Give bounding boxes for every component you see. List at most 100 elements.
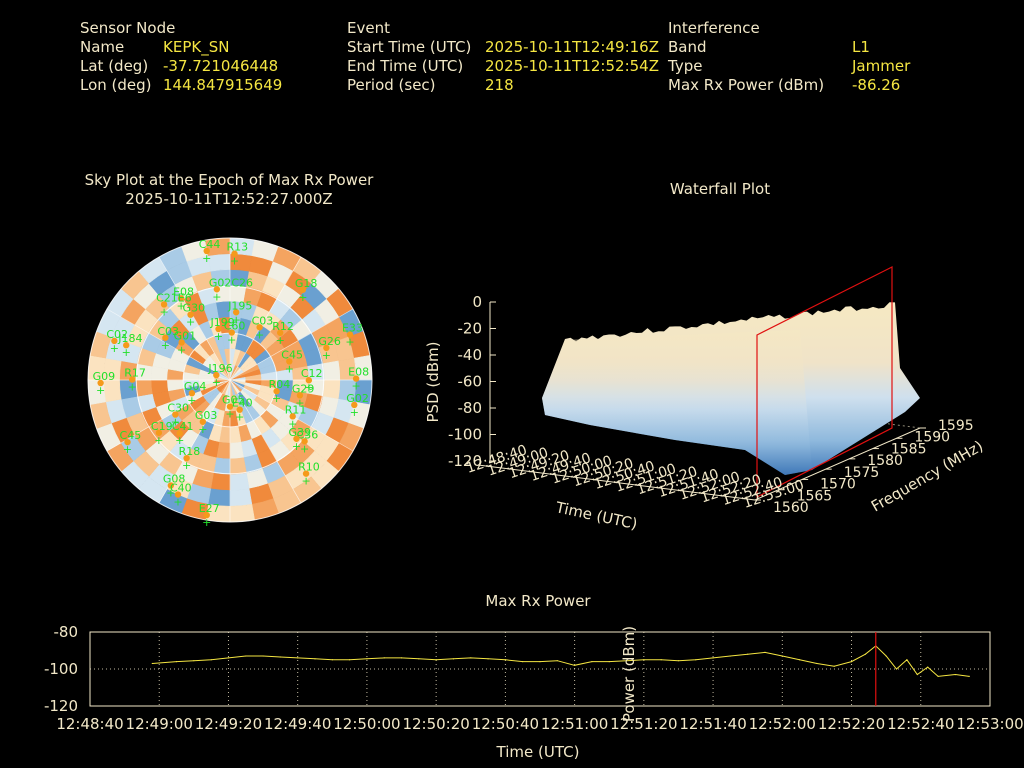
satellite-label: G02 xyxy=(346,392,369,405)
satellite-plus: + xyxy=(255,328,264,341)
event-title: Event xyxy=(347,19,390,37)
satellite-label: E08 xyxy=(348,366,369,379)
maxpower-x-tick-label: 12:51:40 xyxy=(679,715,746,733)
sensor-lon-value: 144.847915649 xyxy=(163,76,283,94)
maxpower-x-tick-label: 12:49:20 xyxy=(195,715,262,733)
satellite-label: G26 xyxy=(318,335,341,348)
maxpower-point xyxy=(643,659,645,661)
interference-type-label: Type xyxy=(668,57,703,75)
sensor-name-label: Name xyxy=(80,38,125,56)
maxpower-grid xyxy=(89,631,991,707)
satellite-plus: + xyxy=(272,392,281,405)
satellite-marker xyxy=(228,329,235,336)
satellite-label: E27 xyxy=(199,502,220,515)
maxpower-point xyxy=(712,657,714,659)
satellite-plus: + xyxy=(232,313,241,326)
maxpower-ylabel: Power (dBm) xyxy=(620,626,638,722)
maxpower-point xyxy=(539,661,541,663)
satellite-label: C30 xyxy=(167,402,189,415)
satellite-marker xyxy=(236,406,243,413)
maxpower-point xyxy=(916,673,918,676)
satellite-marker xyxy=(162,334,169,341)
maxpower-point xyxy=(487,658,489,660)
waterfall-y-tick-label: 1585 xyxy=(891,441,927,457)
satellite-plus: + xyxy=(166,486,175,499)
satellite-label: C60 xyxy=(224,320,246,333)
maxpower-point xyxy=(418,658,420,660)
sky-azimuth-line xyxy=(106,308,231,381)
satellite-label: C03 xyxy=(252,314,274,327)
maxpower-point xyxy=(193,660,195,662)
satellite-marker xyxy=(231,250,238,257)
satellite-marker xyxy=(323,344,330,352)
interference-band-value: L1 xyxy=(852,38,870,56)
maxpower-series xyxy=(151,632,970,706)
satellite-label: R10 xyxy=(298,461,320,474)
maxpower-point xyxy=(591,661,593,663)
sky-azimuth-line xyxy=(229,256,302,381)
maxpower-point xyxy=(151,662,153,665)
satellite-plus: + xyxy=(96,384,105,397)
sensor-name-value: KEPK_SN xyxy=(163,38,230,56)
event-period-value: 218 xyxy=(485,76,514,94)
satellite-marker xyxy=(124,438,131,446)
satellite-plus: + xyxy=(122,346,131,359)
maxpower-point xyxy=(660,659,662,661)
satellite-marker xyxy=(302,470,310,477)
maxpower-point xyxy=(850,661,853,663)
event-start-value: 2025-10-11T12:49:16Z xyxy=(485,38,659,56)
satellite-marker xyxy=(183,454,190,462)
satellite-marker xyxy=(232,309,240,316)
waterfall-max-marker-plane xyxy=(756,266,893,498)
satellite-marker xyxy=(203,511,210,519)
satellite-plus: + xyxy=(173,496,182,509)
satellite-plus: + xyxy=(202,252,211,265)
satellite-marker xyxy=(286,358,293,365)
satellite-marker xyxy=(97,379,104,387)
satellite-label: G02C26 xyxy=(209,276,253,289)
satellite-label: C45 xyxy=(120,429,142,442)
interference-band-label: Band xyxy=(668,38,707,56)
maxpower-point xyxy=(227,657,230,659)
sensor-lon-label: Lon (deg) xyxy=(80,76,152,94)
sky-cell xyxy=(322,360,341,381)
satellite-plus: + xyxy=(161,339,170,352)
maxpower-point xyxy=(210,659,212,661)
satellite-plus: + xyxy=(350,406,359,419)
satellite-label: G08 xyxy=(163,472,186,485)
satellite-label: J195 xyxy=(227,299,252,312)
event-end-value: 2025-10-11T12:52:54Z xyxy=(485,57,659,75)
maxpower-point xyxy=(383,657,385,659)
satellite-plus: + xyxy=(198,423,207,436)
maxpower-point xyxy=(864,653,866,655)
satellite-plus: + xyxy=(154,434,163,447)
satellite-label: J196 xyxy=(207,362,232,375)
maxpower-point xyxy=(331,659,333,661)
sky-cell xyxy=(322,379,341,400)
maxpower-point xyxy=(729,655,731,657)
satellite-label: C12 xyxy=(301,367,323,380)
maxpower-x-tick-label: 12:50:00 xyxy=(333,715,400,733)
sky-cell xyxy=(229,457,247,475)
waterfall-y-tick-label: 1595 xyxy=(938,418,974,434)
satellite-plus: + xyxy=(230,255,239,268)
satellite-plus: + xyxy=(175,434,184,447)
waterfall-surface-front xyxy=(542,330,812,475)
satellite-label: E08 xyxy=(173,285,194,298)
satellite-marker xyxy=(187,311,194,318)
satellite-plus: + xyxy=(225,408,234,421)
sky-azimuth-line xyxy=(158,256,231,381)
satellite-label: R17 xyxy=(124,367,146,380)
satellite-marker xyxy=(352,375,360,382)
satellite-label: R11 xyxy=(285,403,307,416)
waterfall-z-tick-label: 0 xyxy=(472,293,482,311)
maxpower-x-tick-label: 12:49:00 xyxy=(126,715,193,733)
waterfall-y-tick-label: 1590 xyxy=(914,430,950,446)
sky-cell xyxy=(207,253,231,272)
satellite-plus: + xyxy=(301,475,310,488)
maxpower-point xyxy=(245,655,247,657)
maxpower-point xyxy=(968,675,970,677)
maxpower-x-tick-label: 12:52:00 xyxy=(749,715,816,733)
